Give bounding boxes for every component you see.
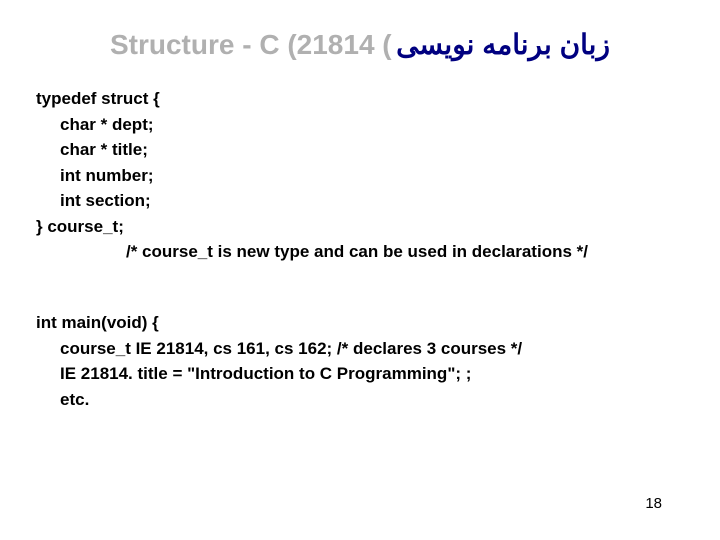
slide-title: Structure - C (21814 ( زبان برنامه نوی​س…	[0, 28, 720, 61]
code-comment: /* course_t is new type and can be used …	[36, 239, 700, 265]
title-right: زبان برنامه نوی​سی	[396, 29, 610, 60]
code-block-typedef: typedef struct { char * dept; char * tit…	[36, 86, 700, 265]
code-line: char * title;	[36, 137, 700, 163]
code-line: IE 21814. title = "Introduction to C Pro…	[36, 361, 700, 387]
code-line: int main(void) {	[36, 310, 700, 336]
code-line: etc.	[36, 387, 700, 413]
code-line: typedef struct {	[36, 86, 700, 112]
code-block-main: int main(void) { course_t IE 21814, cs 1…	[36, 310, 700, 412]
page-number: 18	[645, 495, 662, 512]
code-line: char * dept;	[36, 112, 700, 138]
code-line: course_t IE 21814, cs 161, cs 162; /* de…	[36, 336, 700, 362]
code-line: int section;	[36, 188, 700, 214]
code-line: } course_t;	[36, 214, 700, 240]
title-left: Structure - C (21814 (	[110, 29, 392, 60]
code-line: int number;	[36, 163, 700, 189]
